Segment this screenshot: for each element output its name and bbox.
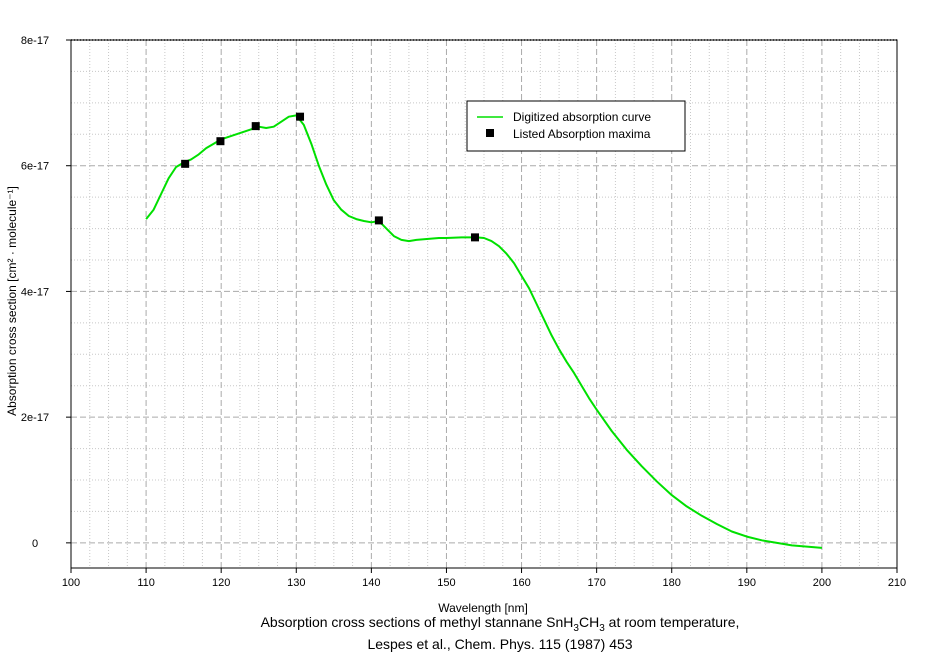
caption-text-part-2: CH [578, 614, 600, 630]
plot-frame [70, 39, 898, 569]
x-tick-label: 140 [362, 577, 380, 589]
x-tick-label: 170 [587, 577, 605, 589]
x-tick-label: 150 [437, 577, 455, 589]
x-tick-label: 190 [738, 577, 756, 589]
y-tick-label: 0 [32, 538, 38, 550]
absorption-maximum-marker [470, 233, 479, 242]
x-tick-label: 130 [287, 577, 305, 589]
x-tick-label: 160 [512, 577, 530, 589]
caption-text-part-3: at room temperature, [604, 614, 740, 630]
legend-square-swatch [486, 129, 494, 137]
x-tick-label: 210 [888, 577, 906, 589]
caption-line-1: Absorption cross sections of methyl stan… [0, 614, 937, 634]
x-tick-label: 120 [212, 577, 230, 589]
caption-line-2: Lespes et al., Chem. Phys. 115 (1987) 45… [367, 636, 633, 652]
x-tick-label: 110 [137, 577, 155, 589]
x-tick-label: 180 [663, 577, 681, 589]
major-grid [71, 39, 897, 568]
legend: Digitized absorption curve Listed Absorp… [466, 100, 686, 152]
y-tick-label: 4e-17 [21, 286, 49, 298]
series-absorption-maxima [181, 112, 479, 242]
absorption-curve-line [145, 114, 822, 549]
y-axis-title: Absorption cross section [cm² · molecule… [5, 186, 19, 416]
series-digitized-curve [145, 114, 822, 549]
y-tick-label: 6e-17 [21, 161, 49, 173]
x-tick-label: 200 [813, 577, 831, 589]
legend-box [466, 100, 686, 152]
absorption-maximum-marker [181, 159, 190, 168]
y-tick-label: 8e-17 [21, 35, 49, 47]
y-tick-label: 2e-17 [21, 412, 49, 424]
absorption-maximum-marker [374, 216, 383, 225]
x-axis: 100 110 120 130 140 150 160 170 180 190 200 210 [62, 568, 906, 589]
y-axis: 0 2e-17 4e-17 6e-17 8e-17 [21, 35, 71, 550]
legend-entry-digitized-curve: Digitized absorption curve [513, 110, 651, 124]
x-axis-title: Wavelength [nm] [438, 601, 528, 615]
absorption-maximum-marker [296, 112, 305, 121]
x-tick-label: 100 [62, 577, 80, 589]
legend-entry-absorption-maxima: Listed Absorption maxima [513, 127, 651, 141]
caption-text-part-1: Absorption cross sections of methyl stan… [260, 614, 574, 630]
absorption-maximum-marker [251, 122, 260, 131]
caption-subscript-1: 3 [573, 622, 579, 634]
absorption-maximum-marker [216, 137, 225, 146]
caption-subscript-2: 3 [599, 622, 605, 634]
